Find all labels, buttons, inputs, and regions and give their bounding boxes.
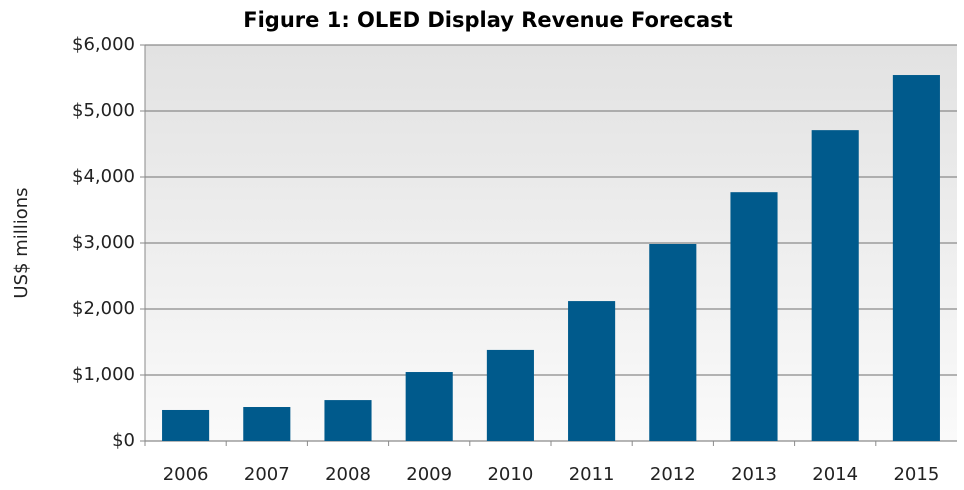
bar (405, 372, 453, 441)
x-tick-label: 2010 (487, 464, 533, 485)
bar (730, 192, 778, 441)
bar (243, 407, 291, 441)
x-tick-label: 2008 (325, 464, 371, 485)
x-tick-label: 2012 (650, 464, 696, 485)
y-axis-title: US$ millions (11, 187, 32, 298)
x-tick-label: 2009 (406, 464, 452, 485)
bar (811, 130, 859, 441)
x-tick-label: 2011 (569, 464, 615, 485)
bar (568, 301, 616, 441)
chart-title: Figure 1: OLED Display Revenue Forecast (243, 8, 732, 32)
bar (162, 409, 210, 441)
x-tick-label: 2015 (893, 464, 939, 485)
bar (324, 400, 372, 441)
bar (649, 243, 697, 441)
x-tick-label: 2013 (731, 464, 777, 485)
y-tick-label: $3,000 (72, 232, 135, 253)
x-tick-label: 2014 (812, 464, 858, 485)
y-tick-label: $2,000 (72, 298, 135, 319)
y-tick-label: $6,000 (72, 34, 135, 55)
y-tick-label: $1,000 (72, 364, 135, 385)
x-tick-label: 2007 (244, 464, 290, 485)
y-tick-label: $0 (112, 430, 135, 451)
x-tick-label: 2006 (163, 464, 209, 485)
bar (486, 349, 534, 441)
y-tick-label: $5,000 (72, 100, 135, 121)
bar (892, 75, 940, 441)
y-tick-label: $4,000 (72, 166, 135, 187)
